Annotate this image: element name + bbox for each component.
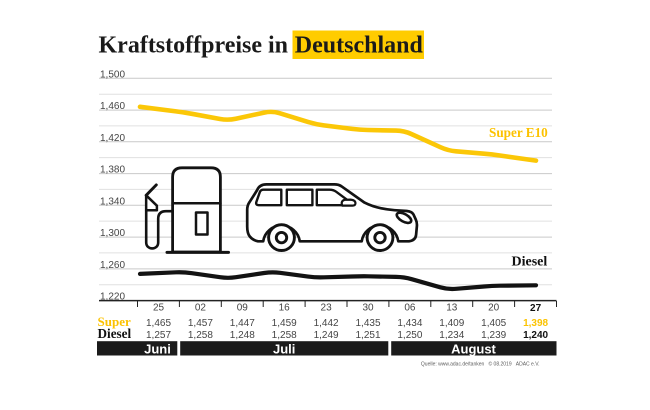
svg-text:25: 25 — [153, 303, 165, 314]
svg-text:1,300: 1,300 — [100, 228, 125, 239]
svg-text:1,459: 1,459 — [272, 318, 297, 329]
svg-text:1,260: 1,260 — [100, 260, 125, 271]
svg-text:Juni: Juni — [144, 341, 171, 356]
svg-text:Juli: Juli — [273, 341, 295, 356]
svg-text:1,398: 1,398 — [523, 318, 548, 329]
svg-text:1,409: 1,409 — [439, 318, 464, 329]
svg-text:1,447: 1,447 — [230, 318, 255, 329]
svg-text:August: August — [451, 341, 496, 356]
svg-text:1,239: 1,239 — [481, 330, 506, 341]
svg-text:Kraftstoffpreise in: Kraftstoffpreise in — [99, 33, 289, 59]
svg-text:1,240: 1,240 — [523, 330, 548, 341]
svg-text:1,457: 1,457 — [188, 318, 213, 329]
svg-text:20: 20 — [488, 303, 500, 314]
svg-text:30: 30 — [362, 303, 374, 314]
svg-text:1,250: 1,250 — [397, 330, 422, 341]
svg-text:1,442: 1,442 — [314, 318, 339, 329]
svg-text:1,257: 1,257 — [146, 330, 171, 341]
svg-text:02: 02 — [195, 303, 207, 314]
svg-text:1,248: 1,248 — [230, 330, 255, 341]
svg-text:06: 06 — [404, 303, 416, 314]
svg-text:1,435: 1,435 — [355, 318, 380, 329]
svg-text:09: 09 — [237, 303, 249, 314]
svg-text:1,465: 1,465 — [146, 318, 171, 329]
svg-text:1,420: 1,420 — [100, 133, 125, 144]
svg-text:1,249: 1,249 — [314, 330, 339, 341]
svg-text:Quelle: www.adac.de/tanken ©: Quelle: www.adac.de/tanken © 08.2019 ADA… — [421, 360, 540, 367]
svg-text:23: 23 — [321, 303, 333, 314]
svg-text:1,405: 1,405 — [481, 318, 506, 329]
svg-text:Diesel: Diesel — [512, 255, 548, 270]
svg-text:1,434: 1,434 — [397, 318, 422, 329]
svg-text:1,220: 1,220 — [100, 292, 125, 303]
svg-text:Super E10: Super E10 — [489, 125, 548, 140]
svg-text:1,380: 1,380 — [100, 165, 125, 176]
svg-text:Diesel: Diesel — [98, 326, 132, 341]
svg-text:16: 16 — [279, 303, 291, 314]
svg-text:Deutschland: Deutschland — [295, 33, 424, 59]
svg-text:Super: Super — [98, 314, 131, 329]
svg-text:1,500: 1,500 — [100, 69, 125, 80]
svg-text:1,258: 1,258 — [188, 330, 213, 341]
svg-text:1,340: 1,340 — [100, 196, 125, 207]
svg-text:1,258: 1,258 — [272, 330, 297, 341]
svg-text:1,460: 1,460 — [100, 101, 125, 112]
svg-text:1,251: 1,251 — [355, 330, 380, 341]
svg-text:13: 13 — [446, 303, 458, 314]
svg-text:1,234: 1,234 — [439, 330, 464, 341]
svg-text:27: 27 — [530, 303, 542, 314]
